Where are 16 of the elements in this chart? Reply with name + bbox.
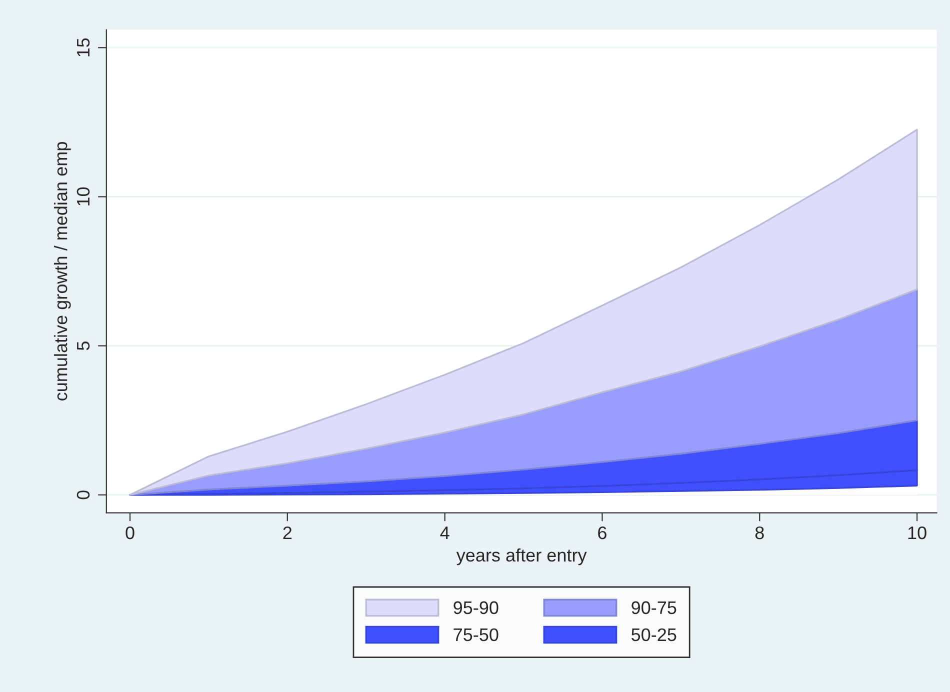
y-tick-label: 15 [77, 38, 90, 56]
legend-label: 95-90 [454, 601, 498, 614]
x-tick-label: 2 [283, 526, 292, 540]
x-tick-label: 0 [126, 526, 134, 540]
y-tick-label: 5 [77, 342, 90, 350]
y-tick-label: 10 [76, 187, 90, 206]
x-tick-label: 10 [908, 526, 926, 540]
x-tick-label: 4 [440, 526, 450, 540]
x-tick-label: 8 [755, 526, 764, 540]
x-tick-label: 6 [598, 526, 606, 540]
y-axis-title: cumulative growth / median emp [54, 142, 71, 400]
legend-label: 75-50 [454, 628, 498, 642]
x-axis-title: years after entry [456, 548, 587, 566]
legend-label: 50-25 [632, 628, 676, 642]
y-tick-label: 0 [76, 490, 90, 500]
legend-label: 90-75 [632, 601, 676, 614]
